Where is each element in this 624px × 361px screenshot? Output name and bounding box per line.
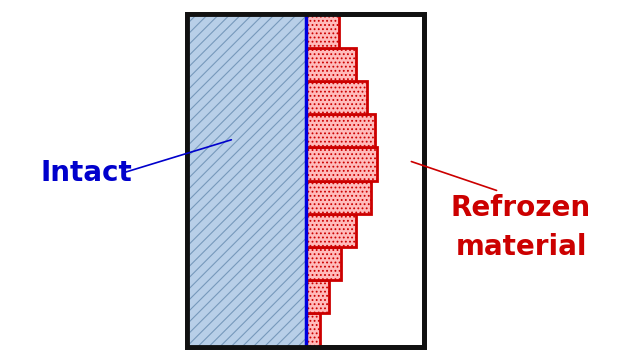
Bar xyxy=(306,313,320,347)
Bar xyxy=(306,81,368,114)
Bar xyxy=(306,114,374,147)
Text: Intact: Intact xyxy=(41,159,132,187)
Bar xyxy=(306,48,356,81)
Bar xyxy=(306,247,341,280)
Bar xyxy=(306,147,377,180)
Bar xyxy=(187,14,424,347)
Bar xyxy=(187,14,424,347)
Bar xyxy=(306,280,329,313)
Bar xyxy=(306,180,371,214)
Text: Refrozen
material: Refrozen material xyxy=(451,194,591,261)
Bar xyxy=(306,14,339,48)
Bar xyxy=(306,214,356,247)
Bar xyxy=(187,14,306,347)
